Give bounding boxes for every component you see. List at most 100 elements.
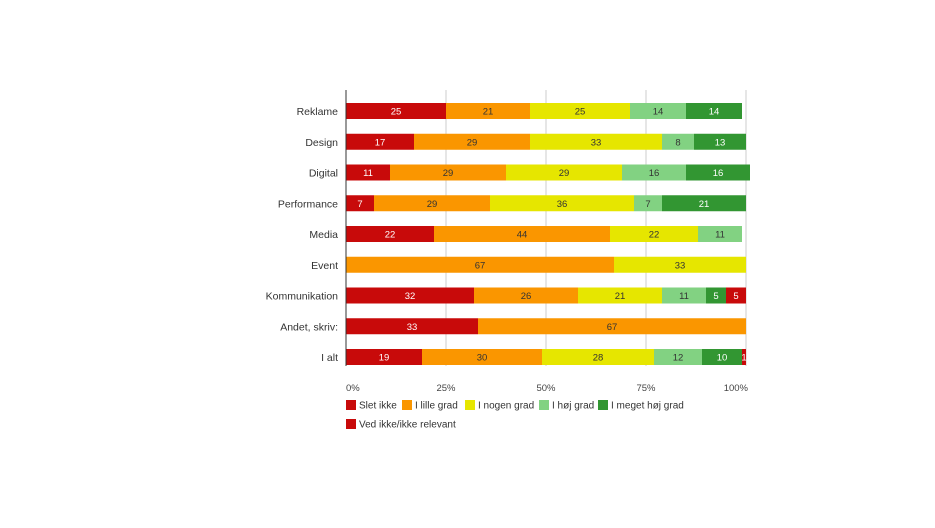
- bar-segment: [346, 103, 446, 119]
- category-label: Media: [309, 229, 338, 241]
- bar-data-label: 36: [557, 199, 568, 210]
- category-label: Kommunikation: [266, 291, 339, 303]
- bar-data-label: 11: [679, 291, 689, 302]
- bar-data-label: 7: [357, 199, 362, 210]
- bar-segment: [374, 195, 490, 212]
- bar-segment: [346, 226, 434, 242]
- bar-data-label: 44: [517, 230, 528, 241]
- bar-segment: [630, 103, 686, 119]
- bar-segment: [346, 256, 614, 273]
- bar-data-label: 26: [521, 291, 532, 302]
- bar-data-label: 33: [407, 322, 418, 333]
- bar-data-label: 29: [443, 168, 454, 179]
- bar-data-label: 29: [559, 168, 570, 179]
- bar-data-label: 16: [649, 168, 660, 179]
- bar-segment: [742, 349, 746, 365]
- legend-swatch: [598, 400, 608, 410]
- bar-segment: [686, 164, 750, 181]
- bar-data-label: 1: [741, 353, 746, 364]
- x-tick-label: 25%: [436, 383, 456, 394]
- bar-segment: [530, 133, 662, 150]
- legend-swatch: [539, 400, 549, 410]
- bar-segment: [414, 133, 530, 150]
- bar-segment: [578, 287, 662, 304]
- bar-segment: [610, 226, 698, 242]
- bar-segment: [346, 318, 478, 335]
- bar-segment: [478, 318, 746, 335]
- bar-data-label: 21: [699, 199, 710, 210]
- bar-segment: [614, 256, 746, 273]
- category-label: Andet, skriv:: [280, 321, 338, 333]
- bar-segment: [530, 103, 630, 119]
- bar-data-label: 11: [715, 230, 725, 241]
- bar-segment: [542, 349, 654, 365]
- x-tick-label: 50%: [536, 383, 556, 394]
- legend-swatch: [465, 400, 475, 410]
- bar-data-label: 12: [673, 353, 684, 364]
- bar-data-label: 28: [593, 353, 604, 364]
- bar-segment: [446, 103, 530, 119]
- bar-data-label: 21: [483, 107, 494, 118]
- bar-segment: [346, 195, 374, 212]
- bar-segment: [634, 195, 662, 212]
- category-label: Digital: [309, 168, 338, 180]
- bar-data-label: 17: [375, 137, 386, 148]
- bar-data-label: 8: [675, 137, 680, 148]
- category-label: Performance: [278, 198, 338, 210]
- category-label: I alt: [321, 352, 338, 364]
- bar-data-label: 29: [467, 137, 478, 148]
- legend-label: I høj grad: [552, 401, 594, 412]
- bar-data-label: 22: [385, 230, 396, 241]
- bar-data-label: 29: [427, 199, 438, 210]
- bar-data-label: 5: [713, 291, 718, 302]
- x-tick-label: 0%: [346, 383, 360, 394]
- bar-data-label: 21: [615, 291, 626, 302]
- category-label: Design: [305, 137, 338, 149]
- bar-data-label: 11: [363, 168, 373, 179]
- bar-segment: [434, 226, 610, 242]
- bar-segment: [346, 164, 390, 181]
- legend: Slet ikke I lille grad I nogen grad I høj g…: [346, 400, 684, 431]
- bar-segment: [654, 349, 702, 365]
- legend-swatch: [346, 400, 356, 410]
- bar-data-label: 33: [675, 260, 686, 271]
- bar-segment: [490, 195, 634, 212]
- bar-data-label: 67: [475, 260, 486, 271]
- bar-data-label: 22: [649, 230, 660, 241]
- legend-label: Ved ikke/ikke relevant: [359, 420, 456, 431]
- bar-data-label: 33: [591, 137, 602, 148]
- bar-segment: [702, 349, 742, 365]
- bar-data-label: 10: [717, 353, 728, 364]
- bar-segment: [346, 287, 474, 304]
- category-label: Event: [311, 260, 338, 272]
- x-tick-label: 75%: [636, 383, 656, 394]
- bar-data-label: 5: [733, 291, 738, 302]
- legend-label: I lille grad: [415, 401, 458, 412]
- bar-data-label: 32: [405, 291, 416, 302]
- bar-data-label: 19: [379, 353, 390, 364]
- bar-segment: [662, 133, 694, 150]
- bar-segment: [422, 349, 542, 365]
- bar-data-label: 25: [391, 107, 402, 118]
- axes: 0% 25% 50% 75% 100% Reklame Design Digital Perfo…: [266, 90, 749, 394]
- legend-label: I nogen grad: [478, 401, 534, 412]
- bar-data-label: 30: [477, 353, 488, 364]
- bar-segment: [390, 164, 506, 181]
- bar-data-label: 14: [709, 107, 720, 118]
- bar-data-label: 14: [653, 107, 664, 118]
- bar-segment: [346, 133, 414, 150]
- legend-swatch: [402, 400, 412, 410]
- bar-segment: [474, 287, 578, 304]
- bar-segment: [686, 103, 742, 119]
- bar-segment: [622, 164, 686, 181]
- bar-data-label: 7: [645, 199, 650, 210]
- bar-segment: [506, 164, 622, 181]
- bar-segment: [662, 195, 746, 212]
- legend-label: Slet ikke: [359, 401, 397, 412]
- legend-label: I meget høj grad: [611, 401, 684, 412]
- bar-data-label: 16: [713, 168, 724, 179]
- bar-data-label: 25: [575, 107, 586, 118]
- category-label: Reklame: [297, 106, 339, 118]
